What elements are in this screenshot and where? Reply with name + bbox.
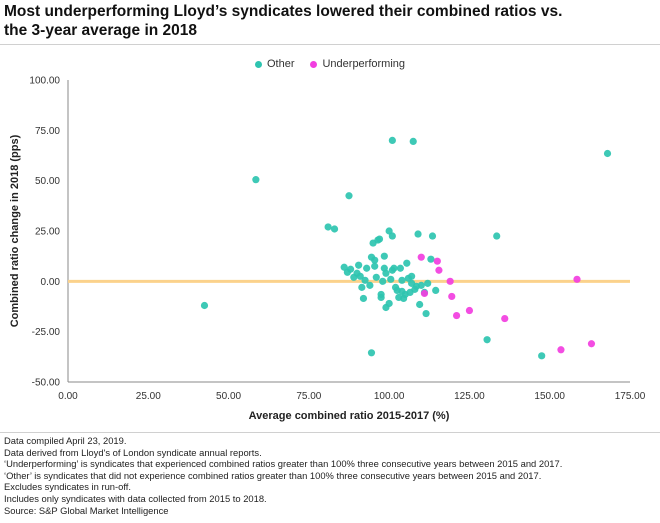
point-other [385, 299, 393, 308]
point-other [359, 294, 368, 303]
point-other [200, 301, 209, 310]
point-other [345, 192, 353, 200]
notes-divider [0, 432, 660, 433]
chart-legend: Other Underperforming [0, 58, 660, 70]
y-tick-label: 0.00 [41, 277, 61, 288]
point-underperforming [417, 253, 425, 261]
note-includes-only: Includes only syndicates with data colle… [4, 492, 267, 504]
note-other-definition: ‘Other’ is syndicates that did not exper… [4, 469, 542, 481]
point-underperforming [501, 314, 509, 323]
point-other [355, 261, 363, 269]
x-tick-label: 50.00 [216, 391, 241, 402]
point-other [603, 149, 612, 158]
point-other [366, 281, 374, 289]
point-other [398, 276, 406, 284]
chart-title: Most underperforming Lloyd’s syndicates … [4, 2, 654, 40]
point-other [408, 272, 416, 280]
note-data-source: Data derived from Lloyd's of London synd… [4, 446, 262, 458]
legend-label-underperforming: Underperforming [322, 58, 406, 70]
y-tick-label: 75.00 [35, 126, 60, 137]
note-excludes-runoff: Excludes syndicates in run-off. [4, 481, 131, 493]
point-other [483, 336, 491, 344]
point-other [403, 259, 411, 267]
point-other [388, 136, 396, 144]
data-points [200, 136, 612, 360]
point-other [367, 349, 376, 357]
point-underperforming [557, 346, 565, 354]
point-other [375, 235, 384, 243]
point-other [363, 264, 371, 272]
point-other [387, 275, 395, 283]
point-other [417, 281, 425, 289]
point-other [414, 230, 422, 238]
point-other [358, 283, 366, 291]
point-other [372, 273, 380, 281]
x-tick-label: 0.00 [58, 391, 78, 402]
plot-axes: 0.00 25.00 50.00 75.00 100.00 125.00 150.00 175… [29, 76, 645, 403]
point-underperforming [446, 277, 454, 285]
point-other [422, 309, 430, 318]
x-axis-title: Average combined ratio 2015-2017 (%) [249, 410, 450, 422]
point-other [379, 277, 387, 285]
point-underperforming [465, 306, 474, 315]
point-other [409, 137, 417, 146]
legend-label-other: Other [266, 58, 295, 70]
point-other [380, 252, 388, 260]
point-underperforming [435, 266, 443, 274]
point-other [416, 300, 424, 309]
y-tick-label: 50.00 [35, 176, 60, 187]
point-other [424, 279, 432, 287]
point-underperforming [448, 292, 456, 301]
point-other [361, 276, 369, 284]
point-other [356, 272, 364, 280]
point-other [347, 265, 355, 273]
note-underperforming-definition: ‘Underperforming’ is syndicates that exp… [4, 458, 563, 470]
chart-title-line-2: the 3-year average in 2018 [4, 22, 198, 39]
point-other [390, 264, 398, 272]
legend-swatch-other [254, 60, 262, 68]
y-tick-label: 25.00 [35, 227, 60, 238]
point-other [371, 262, 379, 270]
legend-item-other: Other [254, 58, 295, 70]
y-axis-title: Combined ratio change in 2018 (pps) [9, 134, 21, 327]
legend-item-underperforming: Underperforming [310, 58, 405, 70]
point-other [377, 293, 385, 302]
point-other [427, 255, 435, 263]
scatter-plot: 0.00 25.00 50.00 75.00 100.00 125.00 150.00 175… [9, 76, 646, 423]
legend-swatch-underperforming [310, 60, 318, 68]
title-divider [0, 44, 660, 45]
x-tick-label: 175.00 [615, 391, 646, 402]
point-underperforming [452, 311, 461, 320]
point-underperforming [420, 289, 429, 298]
point-underperforming [573, 275, 581, 283]
x-tick-label: 25.00 [136, 391, 161, 402]
chart-notes: Data compiled April 23, 2019. Data deriv… [4, 435, 654, 516]
point-underperforming [433, 257, 441, 265]
y-tick-label: -50.00 [32, 378, 61, 389]
point-other [432, 286, 440, 294]
point-other [428, 232, 437, 240]
x-tick-label: 125.00 [454, 391, 485, 402]
point-other [388, 232, 396, 240]
x-tick-label: 100.00 [374, 391, 405, 402]
point-other [324, 223, 332, 231]
y-tick-label: -25.00 [32, 327, 61, 338]
x-tick-label: 150.00 [534, 391, 565, 402]
point-other [330, 225, 339, 233]
point-other [538, 352, 546, 360]
point-other [382, 269, 390, 277]
y-tick-label: 100.00 [29, 76, 60, 87]
x-tick-label: 75.00 [296, 391, 321, 402]
point-other [396, 264, 404, 272]
point-underperforming [587, 340, 596, 348]
note-source: Source: S&P Global Market Intelligence [4, 504, 169, 516]
point-other [252, 176, 260, 184]
point-other [493, 232, 501, 240]
point-other [371, 256, 379, 264]
chart-title-line-1: Most underperforming Lloyd’s syndicates … [4, 3, 563, 20]
note-date-compiled: Data compiled April 23, 2019. [4, 435, 127, 446]
